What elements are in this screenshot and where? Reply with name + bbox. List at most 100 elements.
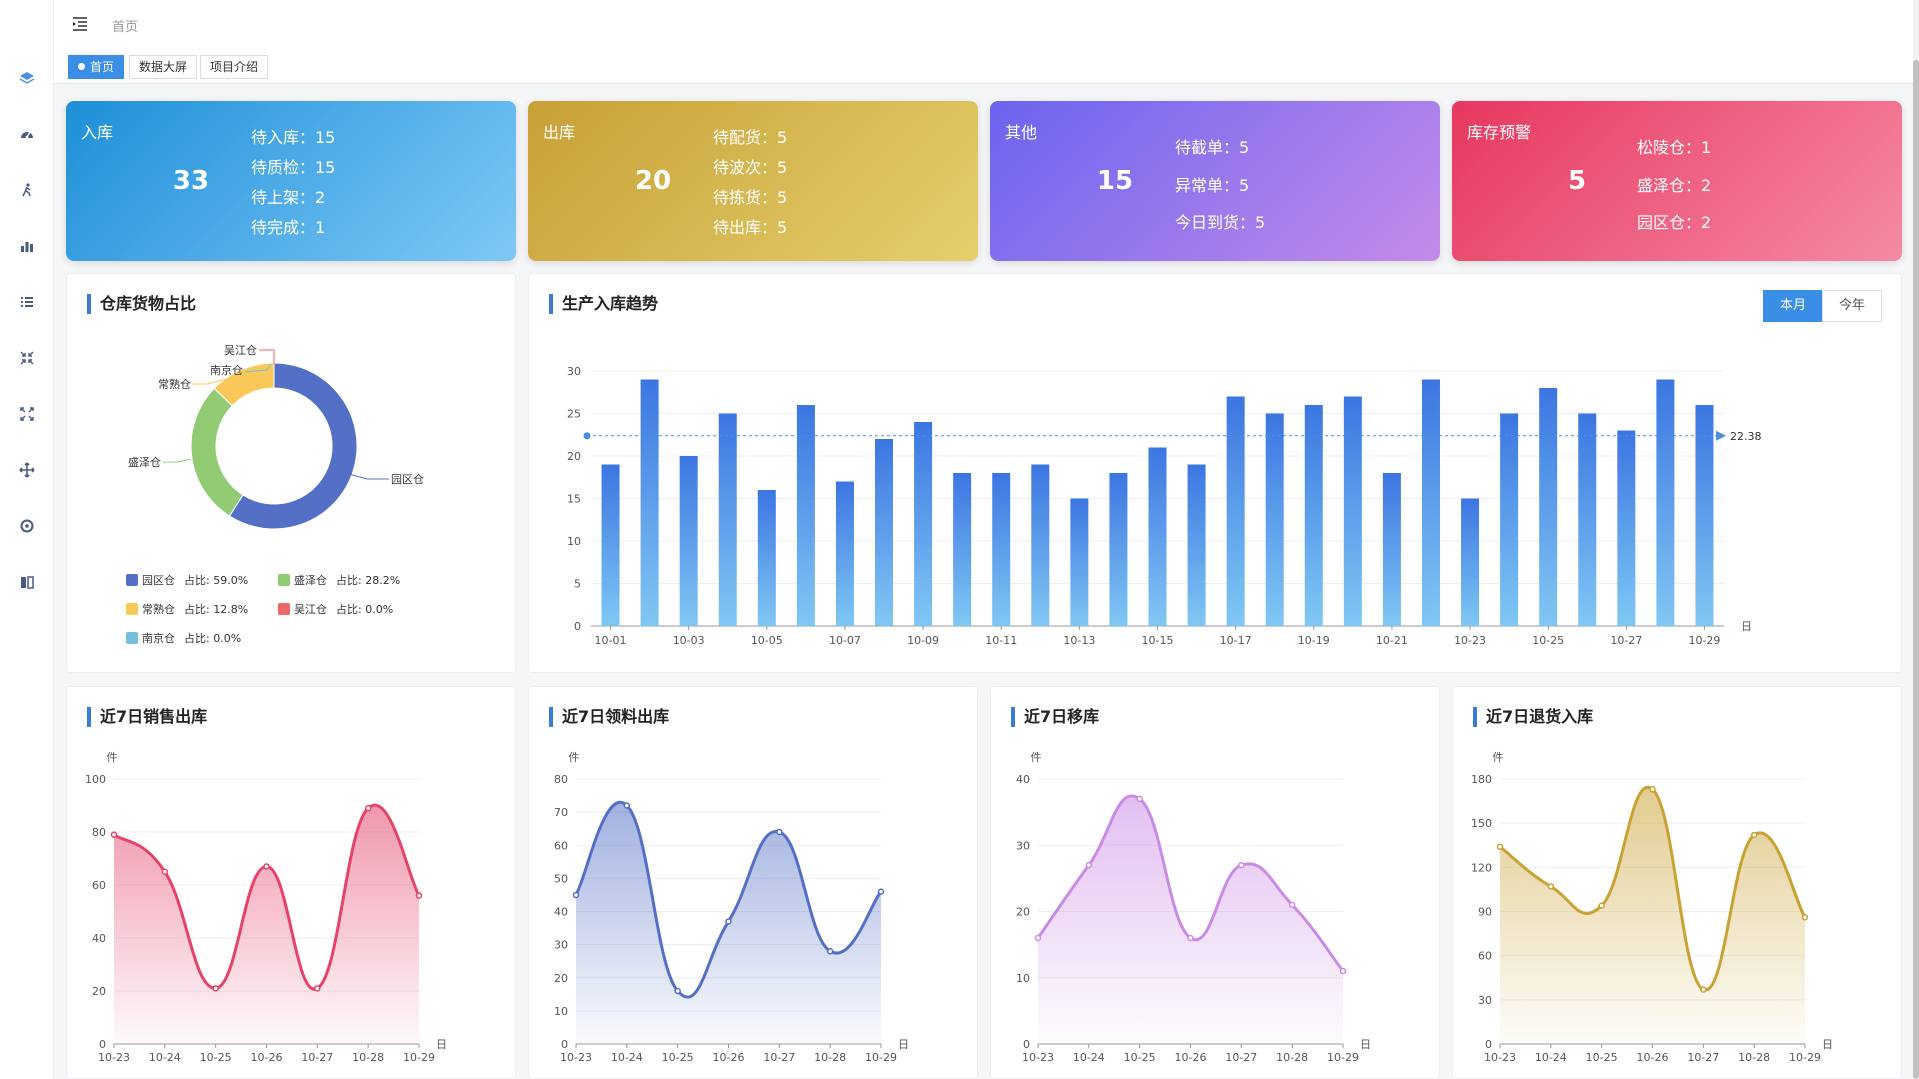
card-title: 入库 (81, 123, 114, 142)
person-walking-icon[interactable] (16, 179, 38, 201)
legend-name: 园区仓 (142, 573, 175, 587)
y-tick-label: 30 (1016, 839, 1030, 852)
x-tick-label: 10-29 (1789, 1051, 1821, 1064)
x-tick-label: 10-23 (1484, 1051, 1516, 1064)
y-tick-label: 40 (554, 906, 568, 919)
y-tick-label: 15 (567, 493, 581, 506)
area-fill (1038, 795, 1343, 1044)
pie-label: 园区仓 (391, 472, 424, 486)
x-axis-unit: 日 (1822, 1038, 1833, 1051)
y-axis-unit: 件 (569, 751, 580, 764)
bar-chart-icon[interactable] (16, 235, 38, 257)
data-point (212, 985, 219, 992)
x-tick-label: 10-27 (301, 1051, 333, 1064)
data-point (161, 868, 169, 875)
dashboard-icon[interactable] (16, 123, 38, 145)
layers-icon[interactable] (16, 67, 38, 89)
card-item: 盛泽仓：2 (1637, 175, 1712, 195)
data-point (725, 918, 732, 925)
x-tick-label: 10-26 (1637, 1051, 1669, 1064)
pie-label-line (192, 377, 232, 385)
y-tick-label: 0 (1023, 1038, 1030, 1051)
bar (601, 464, 620, 626)
bar (1539, 388, 1558, 626)
legend-share: 占比: 0.0% (336, 602, 393, 616)
inbound-card[interactable]: 入库 33 待入库：15 待质检：15 待上架：2 待完成：1 (66, 101, 516, 261)
y-tick-label: 50 (554, 872, 568, 885)
card-item: 待质检：15 (251, 158, 336, 177)
x-tick-label: 10-23 (1022, 1051, 1054, 1064)
bar (1578, 413, 1597, 626)
x-tick-label: 10-24 (611, 1051, 643, 1064)
legend-name: 吴江仓 (294, 602, 327, 616)
panel-title: 近7日领料出库 (549, 707, 669, 727)
panel-title: 近7日移库 (1011, 707, 1099, 727)
data-point (1034, 934, 1042, 942)
target-icon[interactable] (16, 515, 38, 537)
scrollbar[interactable] (1913, 0, 1919, 1079)
x-tick-label: 10-25 (1532, 634, 1564, 647)
year-toggle-button[interactable]: 今年 (1822, 290, 1882, 322)
bar (1070, 498, 1089, 626)
legend-name: 盛泽仓 (294, 573, 327, 587)
pie-slice (213, 362, 275, 407)
month-toggle-button[interactable]: 本月 (1763, 290, 1823, 322)
y-axis-unit: 件 (107, 751, 118, 764)
other-card[interactable]: 其他 15 待截单：5 异常单：5 今日到货：5 (990, 101, 1440, 261)
x-tick-label: 10-29 (865, 1051, 897, 1064)
expand-icon[interactable] (16, 403, 38, 425)
move-icon[interactable] (16, 459, 38, 481)
legend-swatch (278, 574, 290, 586)
panel-title: 仓库货物占比 (87, 294, 196, 314)
data-point (364, 804, 372, 812)
bar (1421, 379, 1440, 626)
bar-chart[interactable]: 0 5 10 15 20 25 30 10-01 10-03 10-05 10-07 10-09 10-… (529, 274, 1903, 674)
y-tick-label: 80 (554, 773, 568, 786)
x-tick-label: 10-27 (1225, 1051, 1257, 1064)
y-tick-label: 100 (85, 773, 106, 786)
data-point (1801, 914, 1809, 921)
legend-swatch (126, 632, 138, 644)
pie-label-line (259, 349, 275, 364)
list-icon[interactable] (16, 291, 38, 313)
compress-icon[interactable] (16, 347, 38, 369)
tag-home[interactable]: 首页 (68, 55, 125, 79)
card-item: 园区仓：2 (1637, 213, 1712, 232)
bar (718, 413, 737, 626)
menu-toggle-icon[interactable] (70, 14, 90, 34)
card-item: 待入库：15 (251, 128, 336, 147)
book-icon[interactable] (16, 571, 38, 593)
outbound-card[interactable]: 出库 20 待配货：5 待波次：5 待拣货：5 待出库：5 (528, 101, 978, 261)
bar (1148, 447, 1167, 626)
x-tick-label: 10-23 (1454, 634, 1486, 647)
x-axis-unit: 日 (1741, 620, 1752, 633)
legend-share: 占比: 28.2% (336, 573, 400, 587)
tag-data-screen[interactable]: 数据大屏 (129, 55, 198, 79)
data-point (674, 987, 681, 995)
stock-warning-card[interactable]: 库存预警 5 松陵仓：1 盛泽仓：2 园区仓：2 (1452, 101, 1902, 261)
y-tick-label: 180 (1471, 773, 1492, 786)
card-item: 待出库：5 (713, 218, 788, 237)
bar (953, 473, 972, 626)
y-tick-label: 25 (567, 408, 581, 421)
pie-label: 常熟仓 (158, 377, 191, 391)
x-tick-label: 10-27 (763, 1051, 795, 1064)
y-tick-label: 5 (574, 578, 581, 591)
data-point (1700, 986, 1707, 993)
sales-outbound-panel: 近7日销售出库 0 20 40 60 80 100 件日 10-23 10-24 10-25 10-… (66, 686, 516, 1079)
x-tick-label: 10-25 (1124, 1051, 1156, 1064)
bar (835, 481, 854, 626)
card-item: 松陵仓：1 (1637, 138, 1712, 157)
breadcrumb[interactable]: 首页 (112, 20, 139, 35)
tag-project-intro[interactable]: 项目介绍 (200, 55, 269, 79)
scrollbar-thumb[interactable] (1913, 60, 1919, 1079)
bar (1031, 464, 1050, 626)
x-tick-label: 10-09 (907, 634, 939, 647)
x-tick-label: 10-28 (1276, 1051, 1308, 1064)
x-tick-label: 10-29 (1688, 634, 1720, 647)
